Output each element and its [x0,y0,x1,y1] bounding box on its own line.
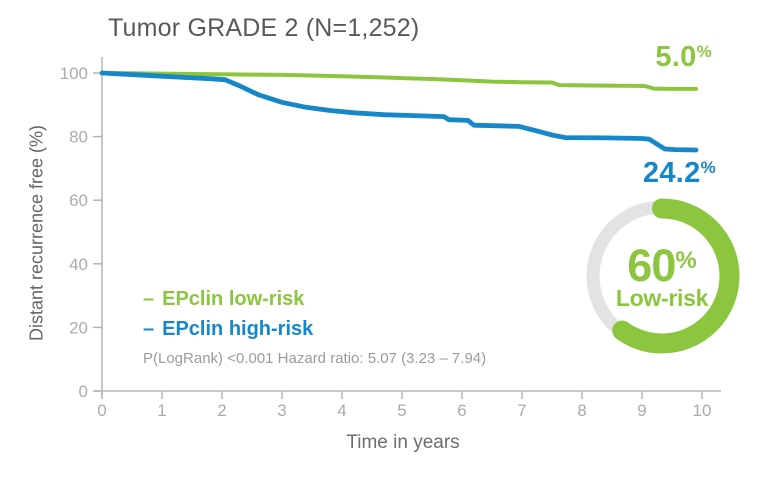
donut-percent-sign: % [675,247,697,274]
curve-low-risk [100,71,698,91]
donut-percent: 60% [616,241,708,288]
legend-dash-icon: – [143,288,155,310]
x-tick-label: 6 [457,401,466,420]
legend-label-low-risk: EPclin low-risk [162,288,305,310]
stats-annotation: P(LogRank) <0.001 Hazard ratio: 5.07 (3.… [143,350,487,367]
endpoint-value-high: 24.2 [642,157,701,189]
x-tick-label: 1 [157,401,166,420]
chart-title: Tumor GRADE 2 (N=1,252) [108,14,420,42]
donut-label: Low-risk [615,285,709,311]
y-tick-label: 40 [69,255,88,274]
y-tick-label: 20 [69,318,88,337]
donut-center-text: 60% Low-risk [616,241,708,311]
endpoint-label-high-risk: 24.2% [643,157,716,190]
x-tick-label: 3 [277,401,286,420]
x-tick-label: 9 [637,401,646,420]
x-tick-label: 7 [517,401,526,420]
y-tick-label: 0 [79,382,88,401]
legend-item-low-risk: – EPclin low-risk [143,284,313,314]
y-tick-label: 100 [60,64,88,83]
donut-arc [584,198,740,354]
x-tick-label: 2 [217,401,226,420]
x-axis-title: Time in years [346,432,460,453]
curve-high-risk [99,70,699,153]
donut-percent-value: 60 [627,240,676,291]
endpoint-label-low-risk: 5.0% [655,41,712,74]
x-tick-label: 8 [577,401,586,420]
legend-label-high-risk: EPclin high-risk [162,318,314,340]
x-tick-label: 0 [97,401,106,420]
y-tick-label: 60 [69,191,88,210]
percent-sign: % [700,158,716,177]
legend-dash-icon: – [143,318,155,340]
x-tick-label: 5 [397,401,406,420]
endpoint-value-low: 5.0 [655,41,697,73]
x-tick-label: 4 [337,401,346,420]
legend: – EPclin low-risk – EPclin high-risk [143,284,313,344]
x-tick-label: 10 [693,401,712,420]
legend-item-high-risk: – EPclin high-risk [143,314,313,344]
percent-sign: % [696,42,712,61]
y-tick-label: 80 [69,128,88,147]
